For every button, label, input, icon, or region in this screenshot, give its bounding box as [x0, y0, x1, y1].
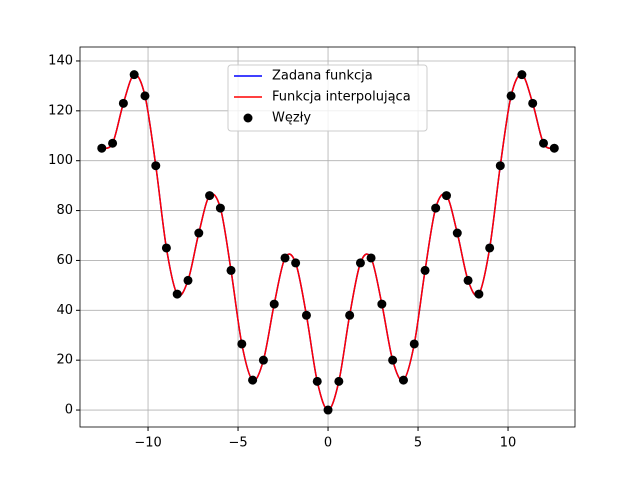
- node-point: [161, 243, 171, 253]
- node-point: [431, 203, 441, 213]
- node-point: [248, 375, 258, 385]
- node-point: [334, 376, 344, 386]
- node-point: [215, 203, 225, 213]
- node-point: [539, 138, 548, 148]
- node-point: [377, 299, 387, 309]
- node-point: [108, 138, 118, 148]
- y-tick-label: 40: [56, 303, 73, 318]
- node-point: [452, 228, 462, 238]
- node-point: [269, 299, 279, 309]
- x-tick-label: 0: [324, 436, 332, 451]
- legend-label: Węzły: [272, 111, 311, 126]
- node-point: [409, 339, 419, 349]
- node-point: [205, 191, 215, 201]
- node-point: [549, 143, 559, 153]
- node-point: [463, 275, 473, 285]
- node-point: [441, 191, 451, 201]
- node-point: [151, 161, 161, 171]
- node-point: [183, 275, 193, 285]
- x-tick-label: −5: [228, 436, 247, 451]
- node-point: [528, 98, 538, 108]
- node-point: [506, 91, 516, 101]
- node-point: [237, 339, 247, 349]
- node-point: [129, 70, 139, 80]
- node-point: [398, 375, 408, 385]
- node-point: [474, 289, 484, 299]
- node-point: [194, 228, 204, 238]
- node-point: [485, 243, 495, 253]
- node-point: [345, 310, 355, 320]
- y-tick-label: 0: [65, 403, 73, 418]
- x-tick-label: −10: [134, 436, 161, 451]
- node-point: [366, 253, 376, 263]
- y-tick-label: 120: [48, 103, 73, 118]
- y-tick-label: 80: [56, 203, 73, 218]
- node-point: [291, 258, 301, 268]
- legend-label: Zadana funkcja: [272, 69, 373, 84]
- x-tick-label: 10: [500, 436, 517, 451]
- node-point: [420, 265, 430, 275]
- x-tick-label: 5: [414, 436, 422, 451]
- node-point: [495, 161, 505, 171]
- y-tick-label: 140: [48, 53, 73, 68]
- node-point: [517, 70, 527, 80]
- node-point: [280, 253, 290, 263]
- y-tick-label: 20: [56, 353, 73, 368]
- node-point: [97, 143, 107, 153]
- node-point: [118, 98, 128, 108]
- legend-swatch: [243, 113, 253, 123]
- y-tick-label: 100: [48, 153, 73, 168]
- node-point: [140, 91, 150, 101]
- node-point: [172, 289, 182, 299]
- plot-frame: [79, 46, 576, 428]
- node-point: [355, 258, 365, 268]
- node-point: [323, 405, 333, 415]
- legend-box: [227, 64, 428, 132]
- node-point: [388, 355, 398, 365]
- legend-label: Funkcja interpolująca: [272, 90, 411, 105]
- y-tick-label: 60: [56, 253, 73, 268]
- node-point: [226, 265, 236, 275]
- node-point: [258, 355, 268, 365]
- node-point: [301, 310, 311, 320]
- node-point: [312, 376, 322, 386]
